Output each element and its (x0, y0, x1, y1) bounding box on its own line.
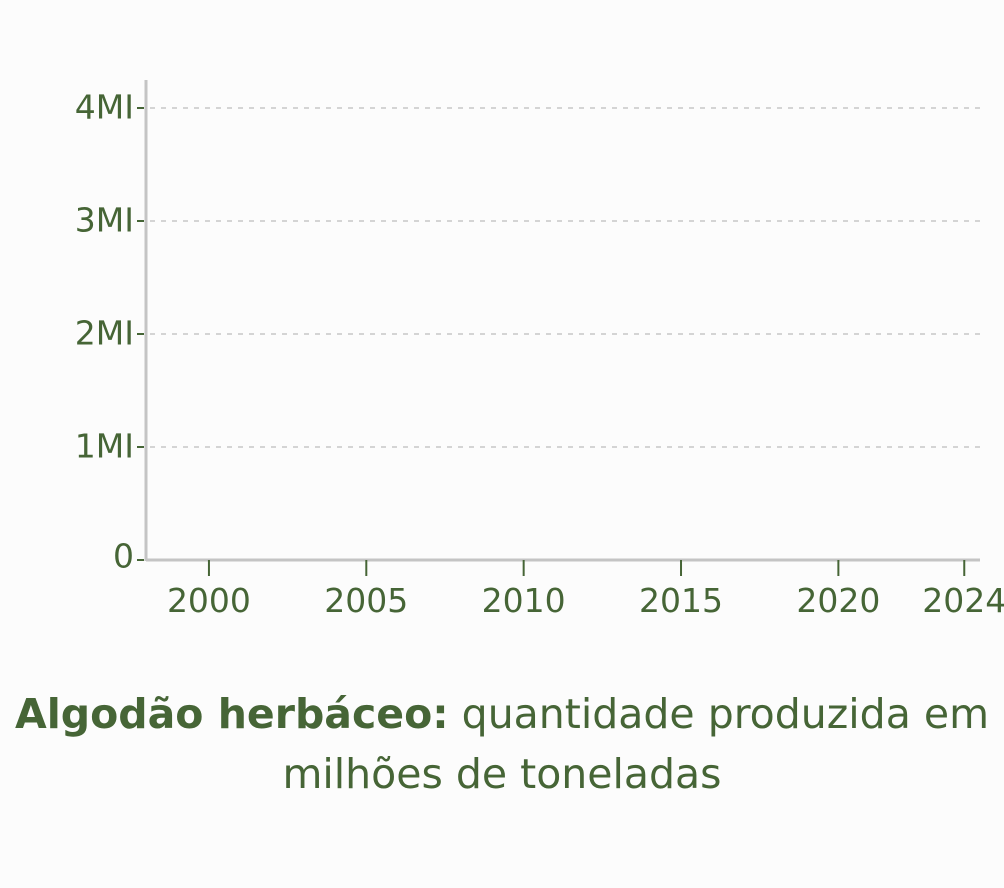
chart: 0 1MI 2MI 3MI 4MI 2000 2005 2010 2015 2020 2024 (75, 80, 1004, 620)
axes (144, 80, 980, 562)
x-tick-label: 2020 (796, 581, 880, 620)
x-axis-ticks: 2000 2005 2010 2015 2020 2024 (167, 560, 1004, 620)
y-tick-label: 2MI (75, 314, 134, 353)
y-tick-label: 4MI (75, 88, 134, 127)
x-tick-label: 2005 (324, 581, 408, 620)
y-tick-label: 3MI (75, 201, 134, 240)
caption-description: quantidade produzida em milhões de tonel… (282, 690, 990, 798)
y-axis-ticks: 0 1MI 2MI 3MI 4MI (75, 88, 144, 576)
gridlines (150, 107, 980, 448)
caption-crop-name: Algodão herbáceo: (14, 690, 449, 738)
y-tick-label: 0 (113, 537, 134, 576)
x-tick-label: 2010 (482, 581, 566, 620)
chart-caption: Algodão herbáceo: quantidade produzida e… (0, 684, 1004, 804)
x-tick-label: 2000 (167, 581, 251, 620)
x-tick-label: 2015 (639, 581, 723, 620)
y-tick-label: 1MI (75, 427, 134, 466)
x-tick-label: 2024 (922, 581, 1004, 620)
